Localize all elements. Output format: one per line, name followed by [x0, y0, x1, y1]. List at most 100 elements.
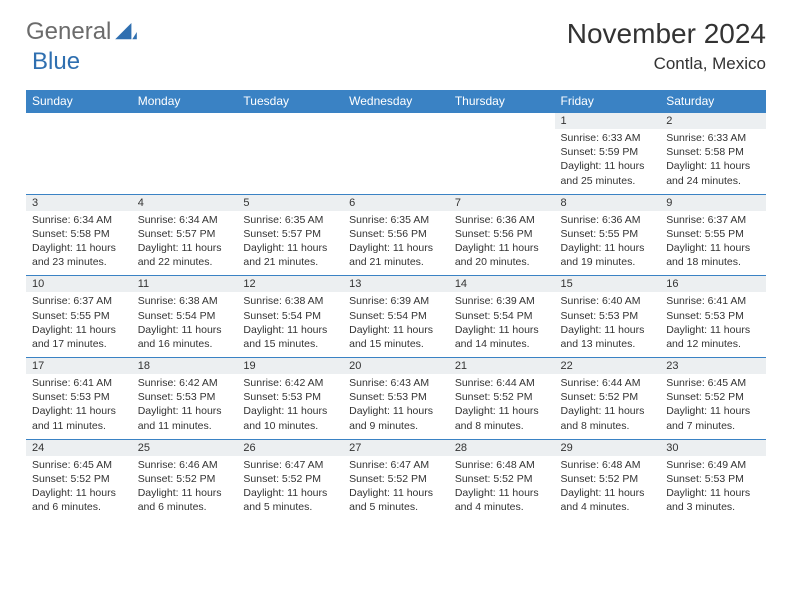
sunrise-text: Sunrise: 6:48 AM — [561, 458, 655, 472]
daylight-text: Daylight: 11 hours and 8 minutes. — [561, 404, 655, 432]
sunset-text: Sunset: 5:52 PM — [561, 390, 655, 404]
day-number-cell: 29 — [555, 439, 661, 456]
day-number-cell: 30 — [660, 439, 766, 456]
day-info-cell: Sunrise: 6:41 AMSunset: 5:53 PMDaylight:… — [660, 292, 766, 357]
sunset-text: Sunset: 5:52 PM — [561, 472, 655, 486]
day-number-cell: 26 — [237, 439, 343, 456]
day-info-row: Sunrise: 6:41 AMSunset: 5:53 PMDaylight:… — [26, 374, 766, 439]
sail-icon — [115, 23, 137, 41]
calendar-table: Sunday Monday Tuesday Wednesday Thursday… — [26, 90, 766, 520]
day-info-cell: Sunrise: 6:43 AMSunset: 5:53 PMDaylight:… — [343, 374, 449, 439]
sunrise-text: Sunrise: 6:42 AM — [243, 376, 337, 390]
daylight-text: Daylight: 11 hours and 5 minutes. — [349, 486, 443, 514]
sunset-text: Sunset: 5:55 PM — [666, 227, 760, 241]
day-info-row: Sunrise: 6:34 AMSunset: 5:58 PMDaylight:… — [26, 211, 766, 276]
day-number-cell: 27 — [343, 439, 449, 456]
sunset-text: Sunset: 5:54 PM — [138, 309, 232, 323]
sunrise-text: Sunrise: 6:49 AM — [666, 458, 760, 472]
sunrise-text: Sunrise: 6:35 AM — [349, 213, 443, 227]
sunset-text: Sunset: 5:55 PM — [32, 309, 126, 323]
day-number-cell: 9 — [660, 194, 766, 211]
day-info-cell: Sunrise: 6:37 AMSunset: 5:55 PMDaylight:… — [26, 292, 132, 357]
sunset-text: Sunset: 5:58 PM — [666, 145, 760, 159]
daylight-text: Daylight: 11 hours and 20 minutes. — [455, 241, 549, 269]
sunrise-text: Sunrise: 6:46 AM — [138, 458, 232, 472]
day-info-cell: Sunrise: 6:39 AMSunset: 5:54 PMDaylight:… — [449, 292, 555, 357]
sunrise-text: Sunrise: 6:41 AM — [666, 294, 760, 308]
day-info-cell — [132, 129, 238, 194]
daylight-text: Daylight: 11 hours and 21 minutes. — [243, 241, 337, 269]
day-info-cell: Sunrise: 6:36 AMSunset: 5:56 PMDaylight:… — [449, 211, 555, 276]
day-number-cell: 7 — [449, 194, 555, 211]
day-number-row: 24252627282930 — [26, 439, 766, 456]
day-info-cell: Sunrise: 6:38 AMSunset: 5:54 PMDaylight:… — [132, 292, 238, 357]
day-number-cell: 23 — [660, 358, 766, 375]
sunrise-text: Sunrise: 6:44 AM — [455, 376, 549, 390]
weekday-header: Saturday — [660, 90, 766, 113]
sunrise-text: Sunrise: 6:45 AM — [32, 458, 126, 472]
sunset-text: Sunset: 5:57 PM — [243, 227, 337, 241]
sunset-text: Sunset: 5:52 PM — [455, 390, 549, 404]
day-number-cell: 22 — [555, 358, 661, 375]
day-number-cell: 15 — [555, 276, 661, 293]
title-block: November 2024 Contla, Mexico — [567, 18, 766, 74]
sunset-text: Sunset: 5:56 PM — [455, 227, 549, 241]
sunset-text: Sunset: 5:54 PM — [349, 309, 443, 323]
day-number-cell: 16 — [660, 276, 766, 293]
sunrise-text: Sunrise: 6:40 AM — [561, 294, 655, 308]
day-info-row: Sunrise: 6:33 AMSunset: 5:59 PMDaylight:… — [26, 129, 766, 194]
sunrise-text: Sunrise: 6:34 AM — [32, 213, 126, 227]
day-number-cell: 19 — [237, 358, 343, 375]
sunrise-text: Sunrise: 6:35 AM — [243, 213, 337, 227]
sunrise-text: Sunrise: 6:38 AM — [138, 294, 232, 308]
sunrise-text: Sunrise: 6:39 AM — [349, 294, 443, 308]
sunset-text: Sunset: 5:53 PM — [666, 309, 760, 323]
sunrise-text: Sunrise: 6:33 AM — [666, 131, 760, 145]
sunset-text: Sunset: 5:56 PM — [349, 227, 443, 241]
sunset-text: Sunset: 5:55 PM — [561, 227, 655, 241]
day-number-cell: 10 — [26, 276, 132, 293]
sunrise-text: Sunrise: 6:47 AM — [349, 458, 443, 472]
day-info-cell: Sunrise: 6:33 AMSunset: 5:59 PMDaylight:… — [555, 129, 661, 194]
day-number-row: 10111213141516 — [26, 276, 766, 293]
daylight-text: Daylight: 11 hours and 21 minutes. — [349, 241, 443, 269]
day-number-cell: 13 — [343, 276, 449, 293]
month-title: November 2024 — [567, 18, 766, 50]
sunset-text: Sunset: 5:53 PM — [666, 472, 760, 486]
day-info-cell: Sunrise: 6:33 AMSunset: 5:58 PMDaylight:… — [660, 129, 766, 194]
day-info-cell: Sunrise: 6:47 AMSunset: 5:52 PMDaylight:… — [343, 456, 449, 521]
day-info-cell: Sunrise: 6:41 AMSunset: 5:53 PMDaylight:… — [26, 374, 132, 439]
day-info-cell — [237, 129, 343, 194]
brand-word-1: General — [26, 18, 111, 46]
day-info-cell: Sunrise: 6:34 AMSunset: 5:57 PMDaylight:… — [132, 211, 238, 276]
sunset-text: Sunset: 5:53 PM — [32, 390, 126, 404]
day-info-cell: Sunrise: 6:40 AMSunset: 5:53 PMDaylight:… — [555, 292, 661, 357]
day-number-cell: 6 — [343, 194, 449, 211]
day-number-cell: 14 — [449, 276, 555, 293]
day-number-row: 3456789 — [26, 194, 766, 211]
day-info-cell: Sunrise: 6:46 AMSunset: 5:52 PMDaylight:… — [132, 456, 238, 521]
day-info-cell: Sunrise: 6:34 AMSunset: 5:58 PMDaylight:… — [26, 211, 132, 276]
sunset-text: Sunset: 5:53 PM — [349, 390, 443, 404]
daylight-text: Daylight: 11 hours and 17 minutes. — [32, 323, 126, 351]
day-info-cell: Sunrise: 6:48 AMSunset: 5:52 PMDaylight:… — [555, 456, 661, 521]
weekday-header: Wednesday — [343, 90, 449, 113]
daylight-text: Daylight: 11 hours and 11 minutes. — [138, 404, 232, 432]
daylight-text: Daylight: 11 hours and 6 minutes. — [138, 486, 232, 514]
day-info-cell: Sunrise: 6:42 AMSunset: 5:53 PMDaylight:… — [132, 374, 238, 439]
day-number-cell: 2 — [660, 113, 766, 130]
sunset-text: Sunset: 5:59 PM — [561, 145, 655, 159]
daylight-text: Daylight: 11 hours and 25 minutes. — [561, 159, 655, 187]
weekday-header: Tuesday — [237, 90, 343, 113]
daylight-text: Daylight: 11 hours and 5 minutes. — [243, 486, 337, 514]
sunrise-text: Sunrise: 6:34 AM — [138, 213, 232, 227]
day-number-cell: 28 — [449, 439, 555, 456]
daylight-text: Daylight: 11 hours and 9 minutes. — [349, 404, 443, 432]
day-number-cell: 12 — [237, 276, 343, 293]
sunrise-text: Sunrise: 6:33 AM — [561, 131, 655, 145]
weekday-header: Monday — [132, 90, 238, 113]
daylight-text: Daylight: 11 hours and 8 minutes. — [455, 404, 549, 432]
day-number-cell: 18 — [132, 358, 238, 375]
day-number-row: 17181920212223 — [26, 358, 766, 375]
day-info-cell — [343, 129, 449, 194]
